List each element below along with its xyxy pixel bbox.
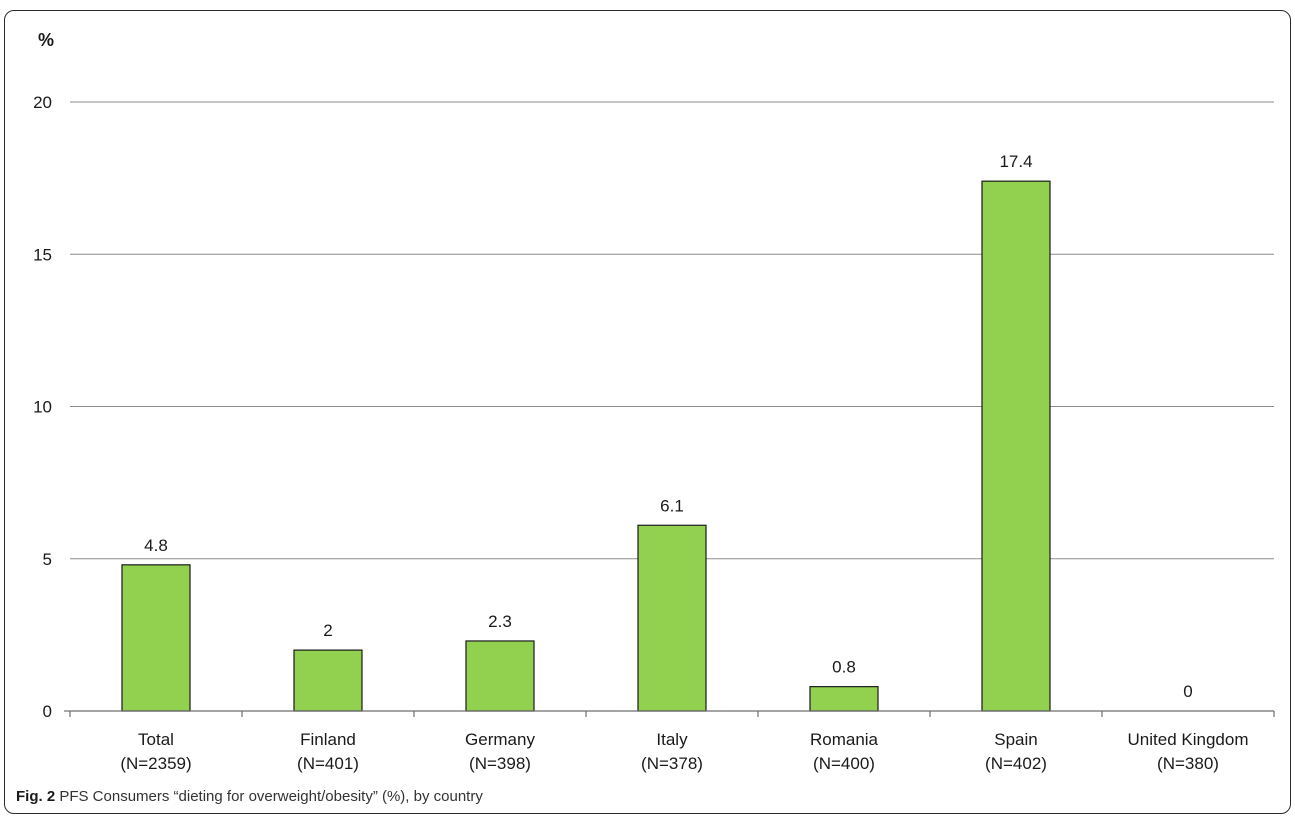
- data-label: 0.8: [832, 658, 856, 677]
- x-tick-label: Finland (N=401): [297, 730, 359, 773]
- y-tick-label: 0: [43, 702, 52, 721]
- bar: [293, 649, 363, 712]
- data-label: 17.4: [999, 152, 1032, 171]
- figure-caption-label: Fig. 2: [16, 788, 56, 805]
- bar: [809, 686, 879, 712]
- bar: [121, 564, 191, 712]
- figure-caption-text: PFS Consumers “dieting for overweight/ob…: [59, 788, 483, 805]
- x-tick-label: United Kingdom (N=380): [1128, 730, 1249, 773]
- x-tick-label: Romania (N=400): [810, 730, 879, 773]
- x-tick-label: Total (N=2359): [120, 730, 191, 773]
- gridlines: [70, 101, 1274, 560]
- x-tick-label: Germany (N=398): [465, 730, 535, 773]
- x-tick-label: Italy (N=378): [641, 730, 703, 773]
- bar: [465, 640, 535, 712]
- x-tick-labels: Total (N=2359) Finland (N=401) Germany (N=398…: [120, 730, 1248, 773]
- bars: [121, 180, 1051, 712]
- y-tick-label: 20: [33, 93, 52, 112]
- y-tick-label: 10: [33, 398, 52, 417]
- x-tick-label: Spain (N=402): [985, 730, 1047, 773]
- data-label: 2: [323, 621, 332, 640]
- figure-frame: [4, 10, 1291, 814]
- y-axis-label: %: [38, 30, 54, 50]
- bar: [637, 524, 707, 712]
- bar: [981, 180, 1051, 712]
- y-tick-label: 15: [33, 245, 52, 264]
- data-label: 4.8: [144, 536, 168, 555]
- y-tick-label: 5: [43, 550, 52, 569]
- figure-caption: Fig. 2 PFS Consumers “dieting for overwe…: [16, 788, 483, 805]
- data-label: 0: [1183, 682, 1192, 701]
- x-axis: [64, 710, 1275, 717]
- data-labels: 4.8 2 2.3 6.1 0.8 17.4 0: [144, 152, 1193, 701]
- data-label: 6.1: [660, 496, 684, 515]
- y-tick-labels: 0 5 10 15 20: [33, 93, 52, 721]
- data-label: 2.3: [488, 612, 512, 631]
